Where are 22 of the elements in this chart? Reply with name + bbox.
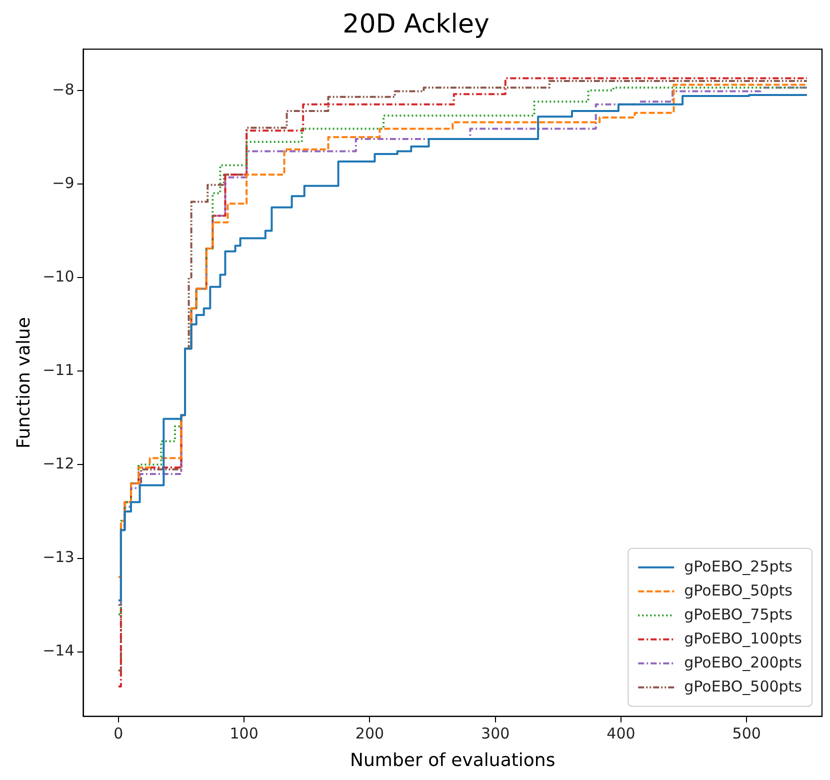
x-tick-label: 200	[355, 724, 384, 742]
y-tick-label: −8	[52, 80, 74, 98]
x-tick-label: 300	[481, 724, 510, 742]
y-tick-label: −14	[42, 642, 74, 660]
y-tick-label: −13	[42, 548, 74, 566]
legend-label: gPoEBO_50pts	[684, 581, 793, 600]
y-tick-label: −11	[42, 360, 74, 379]
legend-label: gPoEBO_75pts	[684, 605, 793, 624]
y-tick-label: −12	[42, 454, 74, 473]
legend-label: gPoEBO_25pts	[684, 557, 793, 576]
x-tick-label: 400	[606, 724, 636, 742]
x-tick-label: 500	[732, 724, 761, 742]
chart-title: 20D Ackley	[342, 9, 490, 40]
legend-label: gPoEBO_200pts	[684, 653, 802, 672]
y-tick-label: −9	[52, 174, 74, 192]
legend-label: gPoEBO_500pts	[684, 677, 802, 696]
y-axis-title: Function value	[13, 317, 34, 449]
x-axis-title: Number of evaluations	[350, 750, 556, 771]
legend-label: gPoEBO_100pts	[684, 629, 802, 648]
x-tick-label: 0	[114, 724, 124, 742]
x-tick-label: 100	[230, 724, 258, 742]
y-tick-label: −10	[42, 267, 74, 286]
